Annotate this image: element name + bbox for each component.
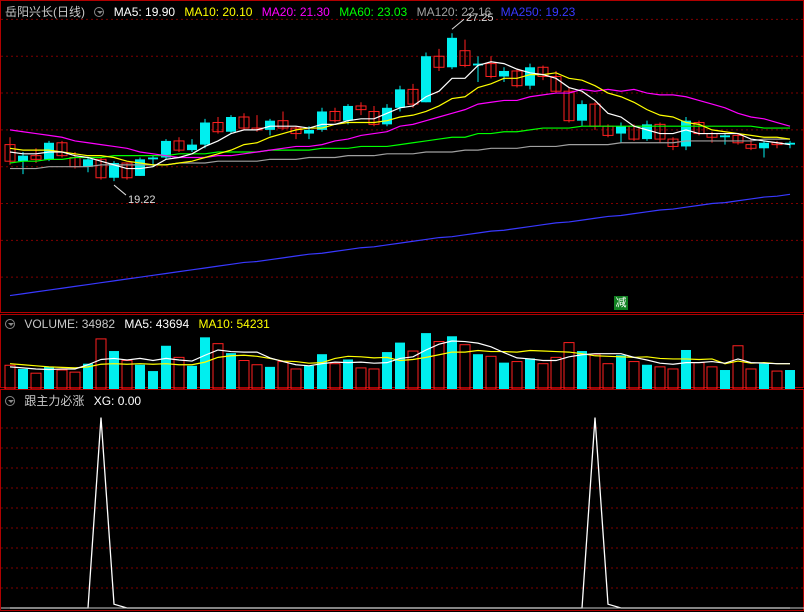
- chevron-down-icon[interactable]: [5, 319, 15, 329]
- volume-panel: VOLUME: 34982 MA5: 43694 MA10: 54231: [0, 314, 804, 388]
- custom-chart-svg[interactable]: [1, 390, 804, 612]
- price-chart-svg[interactable]: 27.2519.22: [1, 1, 804, 314]
- chevron-down-icon[interactable]: [5, 396, 15, 406]
- price-header: 岳阳兴长(日线) MA5: 19.90 MA10: 20.10 MA20: 21…: [5, 3, 587, 20]
- custom-header-values: XG: 0.00: [94, 394, 147, 408]
- custom-indicator-panel: 跟主力必涨 XG: 0.00: [0, 389, 804, 611]
- price-chart-panel: 岳阳兴长(日线) MA5: 19.90 MA10: 20.10 MA20: 21…: [0, 0, 804, 313]
- volume-header: VOLUME: 34982 MA5: 43694 MA10: 54231: [5, 317, 282, 331]
- chevron-down-icon[interactable]: [94, 7, 104, 17]
- custom-title: 跟主力必涨: [24, 394, 84, 408]
- volume-header-values: VOLUME: 34982 MA5: 43694 MA10: 54231: [24, 317, 276, 331]
- stock-title: 岳阳兴长(日线): [5, 5, 85, 19]
- custom-header: 跟主力必涨 XG: 0.00: [5, 392, 153, 409]
- svg-text:19.22: 19.22: [128, 194, 156, 206]
- reduce-badge: 减: [614, 296, 628, 310]
- ma-header: MA5: 19.90 MA10: 20.10 MA20: 21.30 MA60:…: [114, 5, 582, 19]
